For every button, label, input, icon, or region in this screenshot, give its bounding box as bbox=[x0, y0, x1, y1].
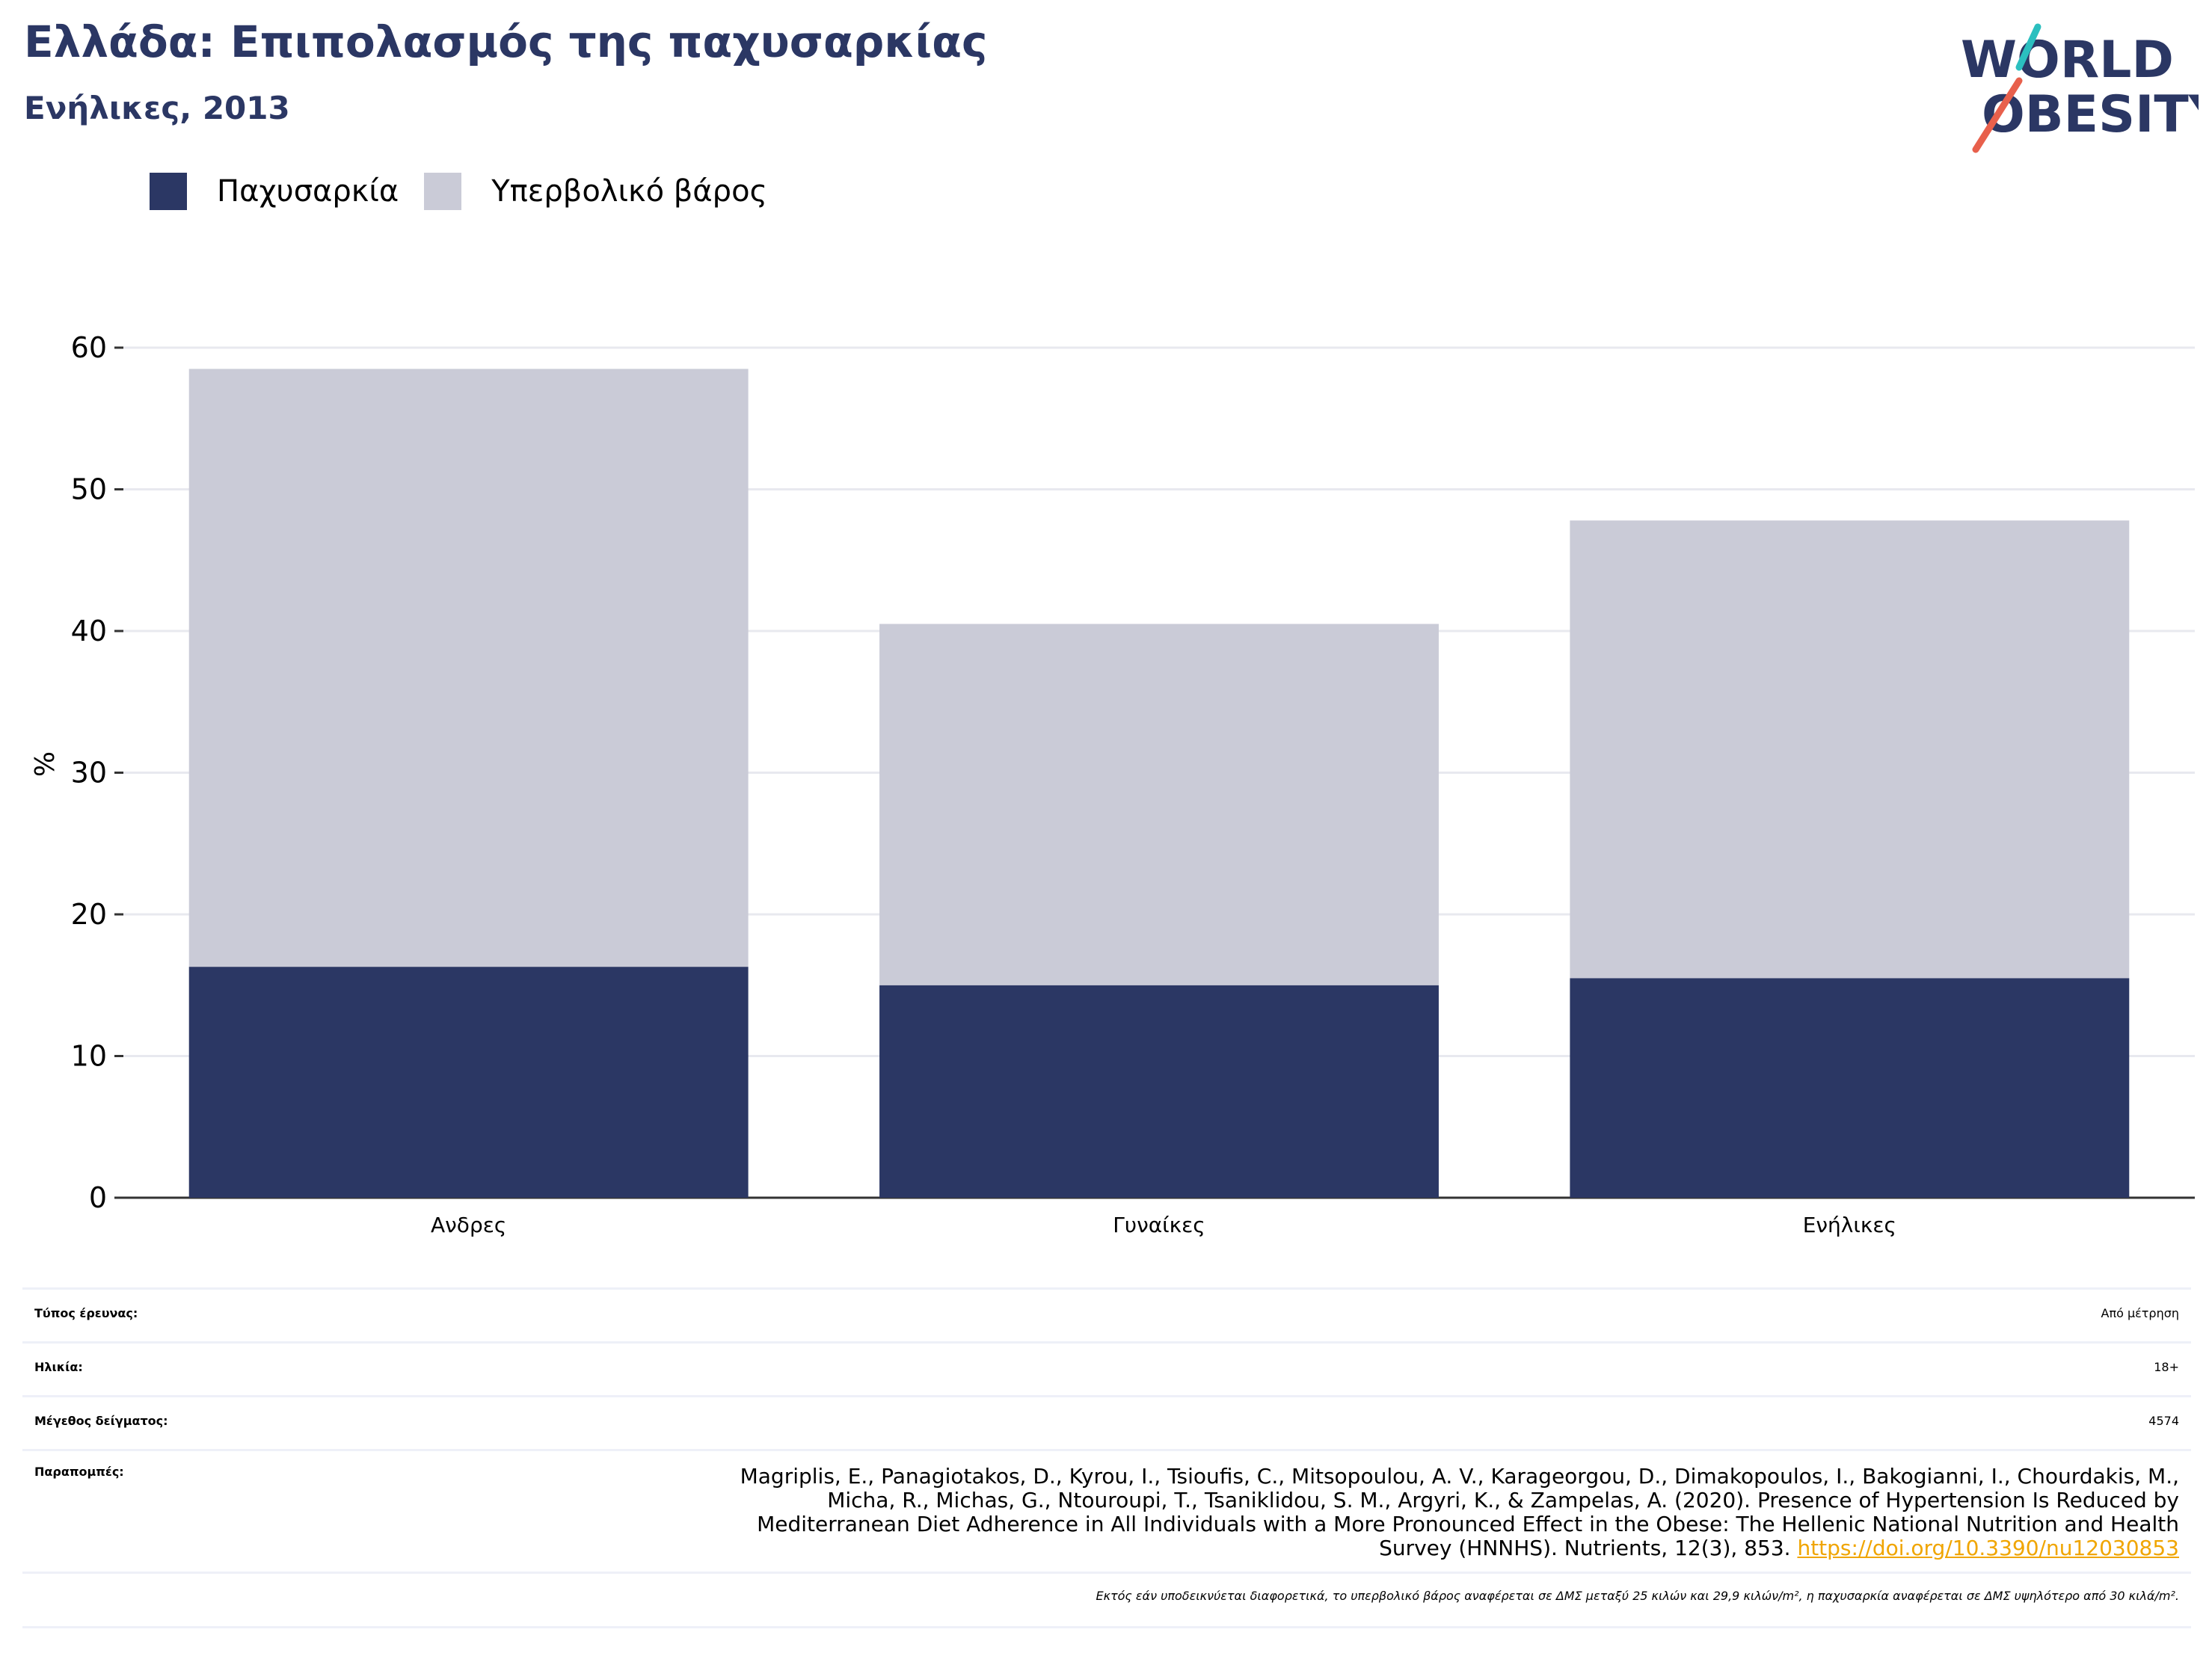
y-axis-label: % bbox=[30, 751, 61, 777]
meta-value-survey-type: Από μέτρηση bbox=[2101, 1306, 2180, 1320]
legend-item-obesity[interactable]: Παχυσαρκία bbox=[150, 173, 399, 210]
chart-bars bbox=[188, 369, 2130, 1198]
legend-swatch-overweight bbox=[424, 173, 462, 210]
bar-obesity-3[interactable] bbox=[1570, 978, 2130, 1198]
bar-obesity-1[interactable] bbox=[188, 967, 749, 1198]
chart-legend: Παχυσαρκία Υπερβολικό βάρος bbox=[150, 172, 793, 211]
x-tick-label: Ανδρες bbox=[431, 1213, 506, 1237]
references-line: Survey (HNNHS). Nutrients, 12(3), 853. bbox=[1379, 1536, 1791, 1560]
logo-slash-red bbox=[1972, 77, 2023, 153]
meta-label-sample: Μέγεθος δείγματος: bbox=[34, 1414, 168, 1428]
bar-overweight-2[interactable] bbox=[879, 624, 1439, 985]
bar-obesity-2[interactable] bbox=[879, 985, 1439, 1198]
legend-item-overweight[interactable]: Υπερβολικό βάρος bbox=[424, 173, 767, 210]
page-title: Ελλάδα: Επιπολασμός της παχυσαρκίας bbox=[24, 16, 988, 67]
stacked-bar-chart: 0 10 20 30 40 50 60 Ανδρες Γυναίκες Ενήλικες % bbox=[30, 331, 2195, 1237]
meta-value-sample: 4574 bbox=[2148, 1414, 2179, 1428]
y-tick-label: 30 bbox=[71, 757, 107, 790]
references-line: Magriplis, E., Panagiotakos, D., Kyrou, … bbox=[740, 1464, 2179, 1489]
logo-text-world: WORLD bbox=[1961, 31, 2174, 90]
world-obesity-logo: WORLD OBESITY bbox=[1961, 23, 2199, 153]
references-text: Magriplis, E., Panagiotakos, D., Kyrou, … bbox=[609, 1465, 2179, 1560]
y-tick-label: 10 bbox=[71, 1040, 107, 1073]
meta-row-references: Παραπομπές: Magriplis, E., Panagiotakos,… bbox=[22, 1449, 2191, 1574]
bar-overweight-1[interactable] bbox=[188, 369, 749, 967]
definition-footnote: Εκτός εάν υποδεικνύεται διαφορετικά, το … bbox=[1096, 1589, 2179, 1603]
meta-row-footnote: Εκτός εάν υποδεικνύεται διαφορετικά, το … bbox=[22, 1572, 2191, 1628]
y-tick-label: 40 bbox=[71, 615, 107, 647]
meta-label-age: Ηλικία: bbox=[34, 1360, 83, 1374]
meta-row-age: Ηλικία: 18+ bbox=[22, 1341, 2191, 1397]
logo-text-obesity: OBESITY bbox=[1982, 85, 2199, 144]
legend-label-obesity: Παχυσαρκία bbox=[217, 174, 399, 209]
logo-slash-teal bbox=[2015, 23, 2042, 71]
y-tick-label: 20 bbox=[71, 898, 107, 931]
legend-label-overweight: Υπερβολικό βάρος bbox=[491, 174, 768, 209]
x-tick-label: Ενήλικες bbox=[1803, 1213, 1896, 1237]
meta-row-sample: Μέγεθος δείγματος: 4574 bbox=[22, 1395, 2191, 1451]
doi-link[interactable]: https://doi.org/10.3390/nu12030853 bbox=[1797, 1536, 2179, 1560]
meta-value-age: 18+ bbox=[2154, 1360, 2179, 1374]
legend-swatch-obesity bbox=[150, 173, 187, 210]
y-tick-label: 50 bbox=[71, 473, 107, 506]
y-tick-label: 60 bbox=[71, 331, 107, 364]
y-tick-label: 0 bbox=[89, 1181, 107, 1214]
references-line: Mediterranean Diet Adherence in All Indi… bbox=[757, 1512, 2179, 1536]
x-axis-ticks: Ανδρες Γυναίκες Ενήλικες bbox=[431, 1213, 1896, 1237]
page-subtitle: Ενήλικες, 2013 bbox=[24, 90, 290, 126]
x-tick-label: Γυναίκες bbox=[1113, 1213, 1205, 1237]
references-line-last: Survey (HNNHS). Nutrients, 12(3), 853. h… bbox=[609, 1536, 2179, 1560]
meta-label-references: Παραπομπές: bbox=[34, 1465, 124, 1479]
meta-label-survey-type: Τύπος έρευνας: bbox=[34, 1306, 138, 1320]
bar-overweight-3[interactable] bbox=[1570, 520, 2130, 979]
references-line: Micha, R., Michas, G., Ntouroupi, T., Ts… bbox=[827, 1488, 2179, 1512]
meta-row-survey-type: Τύπος έρευνας: Από μέτρηση bbox=[22, 1287, 2191, 1344]
y-axis-ticks: 0 10 20 30 40 50 60 bbox=[71, 331, 123, 1214]
